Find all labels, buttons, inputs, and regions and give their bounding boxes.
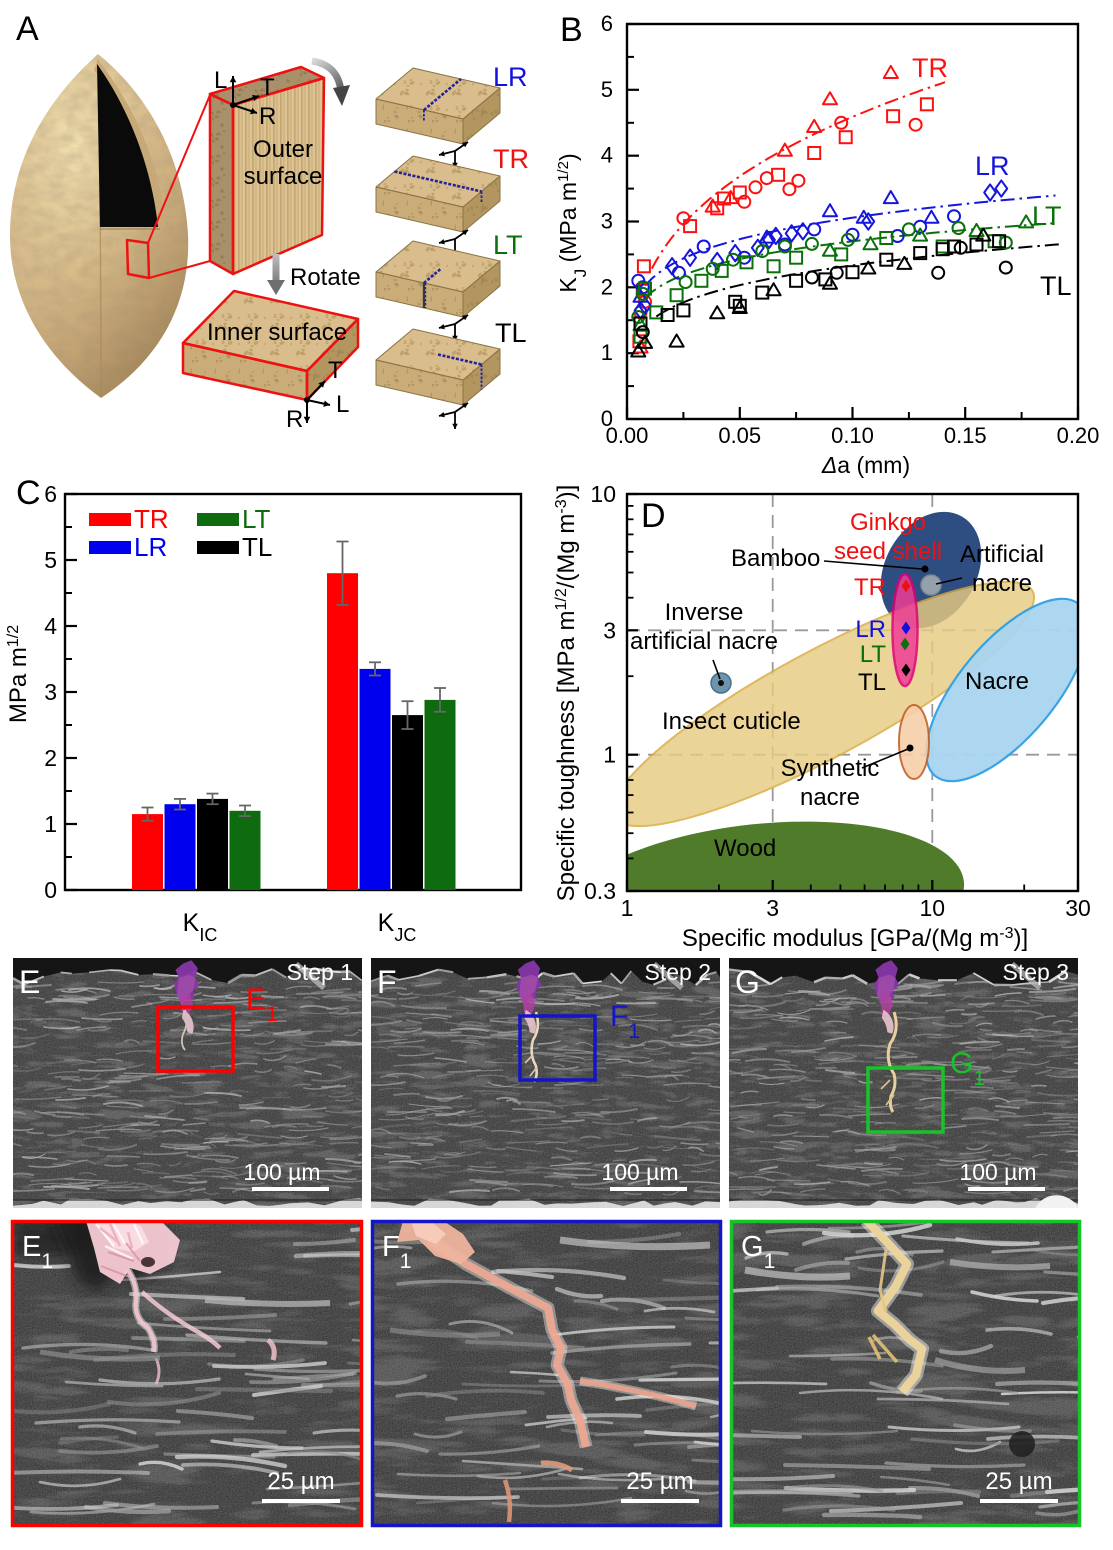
svg-text:4: 4 — [601, 143, 613, 168]
svg-text:TR: TR — [134, 504, 169, 534]
svg-text:LR: LR — [493, 62, 528, 92]
svg-text:LR: LR — [134, 532, 167, 562]
svg-text:TR: TR — [912, 53, 948, 83]
svg-text:T: T — [328, 357, 343, 384]
svg-text:T: T — [260, 74, 275, 101]
svg-text:Δa (mm): Δa (mm) — [821, 452, 910, 478]
svg-text:F: F — [377, 964, 397, 1000]
svg-text:TL: TL — [495, 318, 527, 348]
svg-text:0: 0 — [44, 877, 57, 903]
svg-text:TL: TL — [1040, 271, 1072, 301]
svg-text:nacre: nacre — [972, 570, 1032, 597]
svg-text:LR: LR — [855, 616, 886, 643]
svg-text:1: 1 — [44, 811, 57, 837]
svg-text:Specific modulus [GPa/(Mg m-3): Specific modulus [GPa/(Mg m-3)] — [682, 925, 1028, 953]
svg-text:LT: LT — [1032, 201, 1062, 231]
svg-text:30: 30 — [1065, 895, 1091, 921]
svg-text:2: 2 — [601, 274, 613, 299]
svg-text:KIC: KIC — [183, 909, 218, 945]
svg-text:25 µm: 25 µm — [626, 1468, 693, 1495]
svg-text:0.10: 0.10 — [831, 423, 874, 448]
svg-text:KJC: KJC — [378, 909, 417, 945]
svg-text:3: 3 — [44, 679, 57, 705]
svg-text:C: C — [16, 474, 41, 512]
svg-text:A: A — [16, 10, 39, 48]
svg-text:Step 2: Step 2 — [645, 959, 712, 985]
svg-text:1: 1 — [603, 742, 616, 768]
svg-text:Specific toughness [MPa m1/2/(: Specific toughness [MPa m1/2/(Mg m-3)] — [553, 485, 581, 902]
svg-text:10: 10 — [920, 895, 946, 921]
svg-text:Step 1: Step 1 — [287, 959, 354, 985]
svg-text:0.15: 0.15 — [944, 423, 987, 448]
svg-text:25 µm: 25 µm — [267, 1468, 334, 1495]
svg-text:3: 3 — [603, 617, 616, 643]
svg-text:nacre: nacre — [800, 784, 860, 811]
svg-text:100 µm: 100 µm — [243, 1159, 320, 1185]
svg-text:TL: TL — [858, 669, 886, 696]
svg-text:3: 3 — [766, 895, 779, 921]
svg-text:100 µm: 100 µm — [959, 1159, 1036, 1185]
svg-text:2: 2 — [44, 745, 57, 771]
svg-text:LT: LT — [860, 641, 887, 668]
svg-text:5: 5 — [44, 547, 57, 573]
svg-text:Nacre: Nacre — [965, 668, 1029, 695]
svg-text:TR: TR — [493, 144, 529, 174]
svg-text:Inverse: Inverse — [665, 599, 744, 626]
svg-text:D: D — [641, 497, 666, 535]
svg-text:surface: surface — [244, 163, 323, 190]
svg-text:LT: LT — [493, 230, 523, 260]
svg-text:B: B — [560, 11, 583, 49]
svg-text:L: L — [214, 67, 227, 94]
svg-text:L: L — [336, 391, 349, 418]
svg-text:0.00: 0.00 — [606, 423, 649, 448]
svg-text:0.3: 0.3 — [584, 878, 616, 904]
svg-text:MPa m1/2: MPa m1/2 — [5, 625, 33, 723]
svg-text:0.20: 0.20 — [1057, 423, 1100, 448]
svg-text:Synthetic: Synthetic — [781, 755, 880, 782]
svg-text:6: 6 — [44, 481, 57, 507]
svg-text:G: G — [735, 964, 760, 1000]
svg-text:5: 5 — [601, 77, 613, 102]
svg-text:4: 4 — [44, 613, 57, 639]
svg-text:1: 1 — [601, 340, 613, 365]
svg-text:seed shell: seed shell — [834, 538, 942, 565]
svg-text:R: R — [286, 406, 303, 433]
svg-text:0.05: 0.05 — [718, 423, 761, 448]
svg-text:artificial nacre: artificial nacre — [630, 628, 778, 655]
svg-text:Step 3: Step 3 — [1003, 959, 1070, 985]
svg-text:KJ (MPa m1/2): KJ (MPa m1/2) — [555, 153, 590, 292]
svg-text:R: R — [259, 103, 276, 130]
svg-text:Artificial: Artificial — [960, 541, 1044, 568]
svg-text:Bamboo: Bamboo — [731, 545, 820, 572]
svg-text:LT: LT — [242, 504, 271, 534]
svg-text:6: 6 — [601, 11, 613, 36]
svg-text:Insect cuticle: Insect cuticle — [662, 708, 801, 735]
svg-text:Outer: Outer — [253, 136, 313, 163]
svg-text:100 µm: 100 µm — [601, 1159, 678, 1185]
svg-text:E: E — [19, 964, 40, 1000]
svg-text:TR: TR — [854, 574, 886, 601]
svg-text:Wood: Wood — [714, 835, 776, 862]
svg-text:Rotate: Rotate — [290, 264, 361, 291]
svg-text:1: 1 — [621, 895, 634, 921]
svg-text:Inner surface: Inner surface — [207, 319, 347, 346]
svg-text:LR: LR — [975, 151, 1010, 181]
svg-text:25 µm: 25 µm — [985, 1468, 1052, 1495]
svg-text:Ginkgo: Ginkgo — [850, 509, 926, 536]
svg-text:TL: TL — [242, 532, 272, 562]
svg-text:3: 3 — [601, 209, 613, 234]
svg-text:10: 10 — [590, 481, 616, 507]
